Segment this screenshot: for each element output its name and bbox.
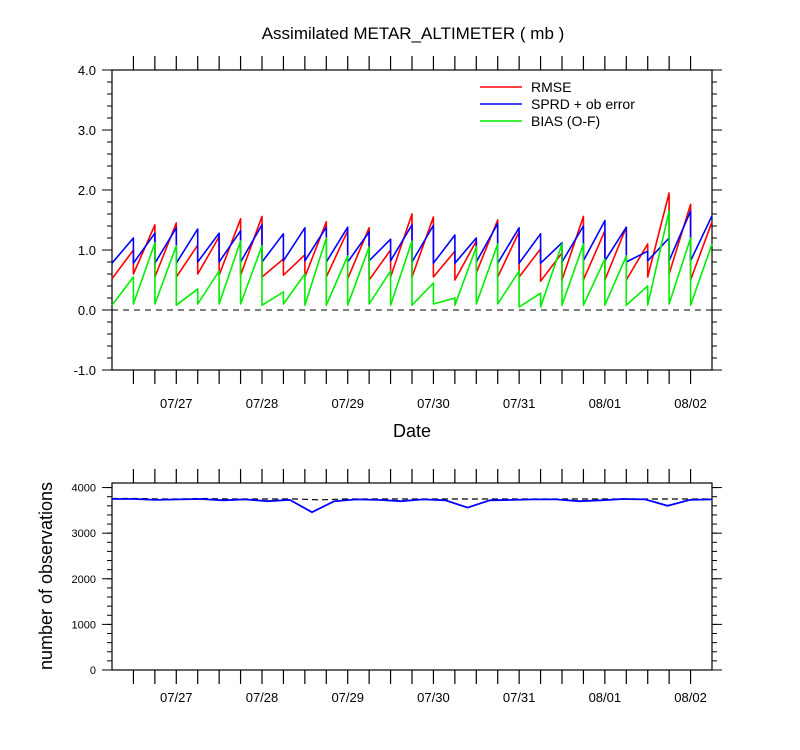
bottom-x-tick-label: 08/01 (589, 690, 622, 705)
bottom-x-tick-label: 07/27 (160, 690, 193, 705)
top-y-tick-label: 0.0 (78, 303, 96, 318)
bottom-y-tick-label: 2000 (72, 574, 96, 586)
chart-title: Assimilated METAR_ALTIMETER ( mb ) (262, 24, 565, 43)
bottom-y-tick-label: 3000 (72, 528, 96, 540)
top-y-axis: -1.0 0.0 1.0 2.0 3.0 4.0 (74, 63, 722, 378)
bottom-y-tick-label: 1000 (72, 619, 96, 631)
top-panel: Assimilated METAR_ALTIMETER ( mb ) -1.0 0… (74, 24, 722, 441)
bottom-x-tick-label: 07/28 (246, 690, 279, 705)
bottom-x-axis: 07/27 07/28 07/29 07/30 07/31 08/01 08/02 (132, 469, 707, 705)
top-x-tick-label: 07/30 (417, 396, 450, 411)
observations-assimilated-line (112, 498, 713, 514)
bottom-plot-frame (111, 482, 713, 671)
top-x-tick-label: 07/31 (503, 396, 536, 411)
x-axis-title: Date (393, 421, 431, 441)
bottom-x-tick-label: 07/30 (417, 690, 450, 705)
bottom-y-tick-label: 0 (90, 665, 96, 677)
bottom-x-tick-label: 07/31 (503, 690, 536, 705)
top-y-tick-label: 2.0 (78, 183, 96, 198)
top-y-tick-label: 3.0 (78, 123, 96, 138)
top-x-axis: 07/27 07/28 07/29 07/30 07/31 08/01 08/02 (132, 56, 707, 411)
top-y-tick-label: 4.0 (78, 63, 96, 78)
top-y-tick-label: -1.0 (74, 363, 96, 378)
bottom-series-group (112, 497, 713, 514)
top-x-tick-label: 08/02 (674, 396, 707, 411)
legend-label-sprd: SPRD + ob error (531, 96, 635, 112)
top-x-tick-label: 07/29 (331, 396, 364, 411)
legend-label-bias: BIAS (O-F) (531, 113, 600, 129)
bottom-x-tick-label: 07/29 (331, 690, 364, 705)
top-x-tick-label: 08/01 (589, 396, 622, 411)
top-x-tick-label: 07/27 (160, 396, 193, 411)
top-series-group (111, 192, 713, 308)
legend-label-rmse: RMSE (531, 79, 571, 95)
y-axis-title-observations: number of observations (36, 482, 56, 670)
legend: RMSE SPRD + ob error BIAS (O-F) (480, 79, 635, 129)
series-line-bias (111, 210, 713, 308)
top-y-tick-label: 1.0 (78, 243, 96, 258)
bottom-y-axis: 0 1000 2000 3000 4000 (72, 483, 722, 677)
bottom-x-tick-label: 08/02 (674, 690, 707, 705)
top-x-tick-label: 07/28 (246, 396, 279, 411)
bottom-y-tick-label: 4000 (72, 483, 96, 495)
